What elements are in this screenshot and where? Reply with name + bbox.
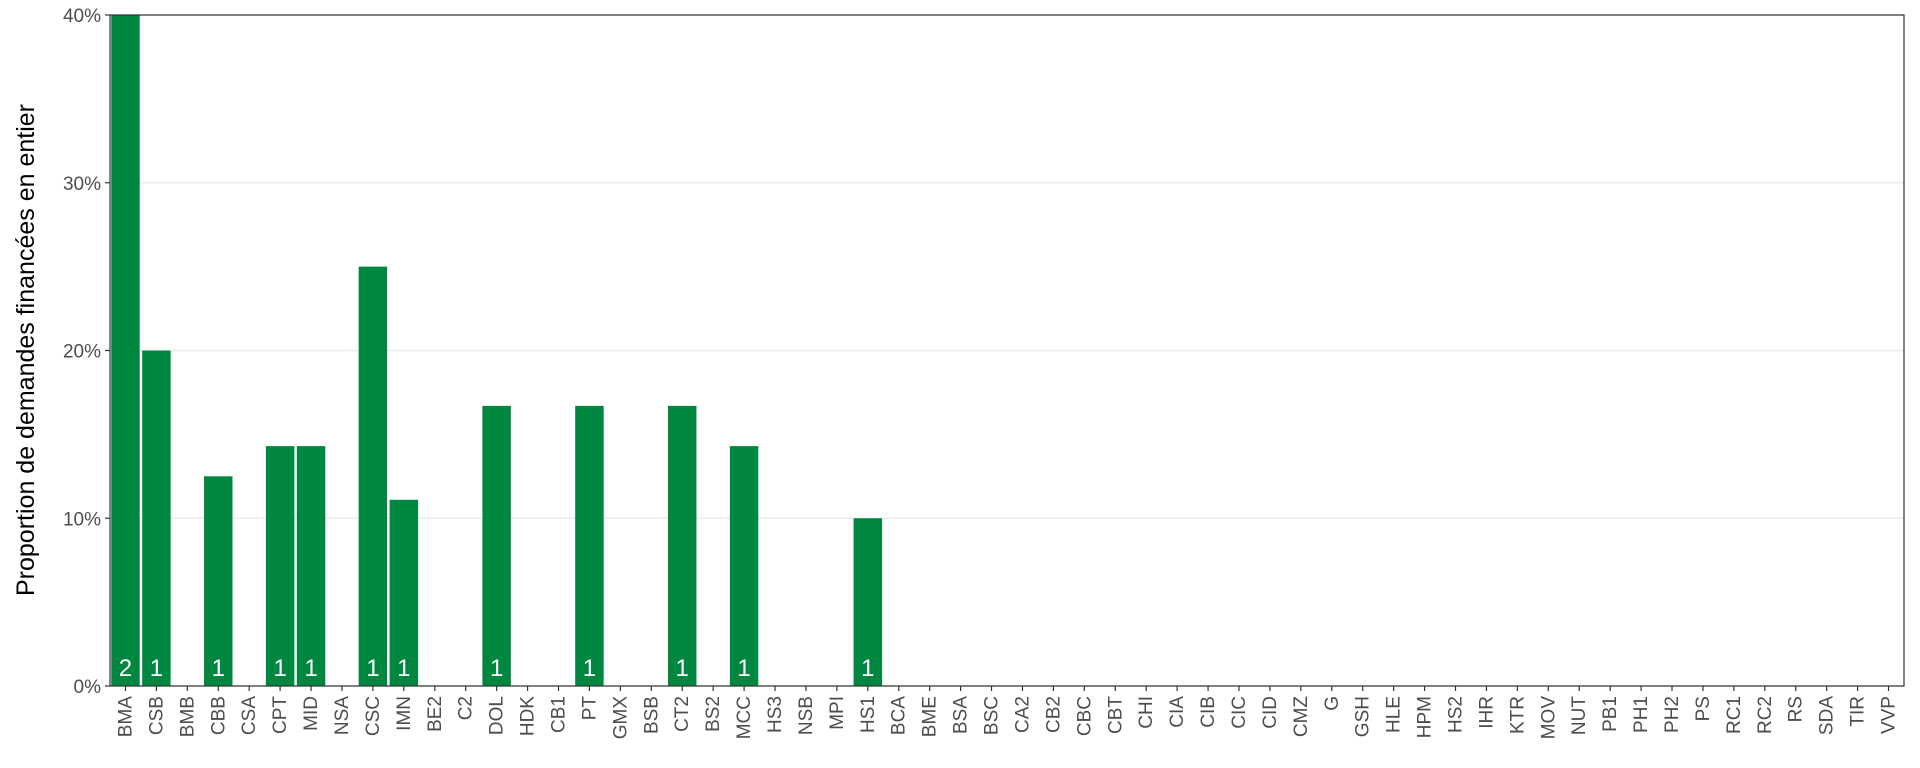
x-tick-label: CSB: [146, 696, 167, 735]
x-tick-label: C2: [456, 696, 477, 720]
data-label: 1: [397, 655, 410, 682]
x-tick-label: HDK: [518, 696, 539, 736]
x-tick-label: CID: [1260, 696, 1281, 729]
x-tick-label: GMX: [610, 696, 631, 740]
x-tick-label: HPM: [1415, 696, 1436, 738]
y-tick-label: 10%: [63, 509, 101, 530]
x-tick-label: BSA: [951, 696, 972, 734]
bar: [729, 446, 759, 686]
panel-border: [109, 14, 1905, 687]
x-tick-label: IHR: [1476, 696, 1497, 729]
y-tick-label: 0%: [74, 677, 102, 698]
x-tick-label: CA2: [1012, 696, 1033, 733]
data-label: 2: [119, 655, 132, 682]
x-tick-label: TIR: [1848, 696, 1869, 727]
x-tick-label: VVP: [1879, 696, 1900, 734]
data-label: 1: [676, 655, 689, 682]
x-tick-label: CMZ: [1291, 696, 1312, 738]
x-tick-label: MID: [301, 696, 322, 731]
x-tick-label: RS: [1786, 696, 1807, 722]
x-tick-label: HS2: [1446, 696, 1467, 733]
x-tick-label: PB1: [1600, 696, 1621, 732]
x-tick-label: MCC: [734, 696, 755, 739]
bar: [389, 499, 419, 686]
x-tick-label: PS: [1693, 696, 1714, 721]
bar: [111, 15, 140, 686]
x-tick-label: GSH: [1353, 696, 1374, 737]
x-tick-label: BE2: [425, 696, 446, 732]
x-tick-label: MPI: [827, 696, 848, 730]
x-tick-label: IMN: [394, 696, 415, 731]
y-tick-label: 40%: [63, 6, 101, 27]
x-tick-label: MOV: [1538, 696, 1559, 740]
bar: [575, 405, 604, 686]
x-tick-label: CBC: [1074, 696, 1095, 736]
x-tick-label: CB1: [549, 696, 570, 733]
x-tick-label: BMA: [115, 696, 136, 738]
data-label: 1: [490, 655, 503, 682]
data-label: 1: [150, 655, 163, 682]
bar: [358, 266, 388, 686]
y-tick-label: 20%: [63, 342, 101, 363]
x-tick-label: CHI: [1136, 696, 1157, 729]
bar: [204, 476, 233, 686]
x-tick-label: PH1: [1631, 696, 1652, 733]
x-tick-label: BSB: [641, 696, 662, 734]
data-label: 1: [583, 655, 596, 682]
x-tick-label: G: [1322, 696, 1343, 711]
x-tick-label: NUT: [1569, 696, 1590, 735]
data-label: 1: [273, 655, 286, 682]
x-tick-label: HS1: [858, 696, 879, 733]
x-tick-label: NSA: [332, 696, 353, 735]
bar: [296, 446, 326, 686]
x-tick-label: CBB: [208, 696, 229, 735]
x-tick-label: CIB: [1198, 696, 1219, 728]
bar: [482, 405, 511, 686]
x-tick-label: CT2: [672, 696, 693, 732]
data-label: 1: [304, 655, 317, 682]
x-tick-label: RC1: [1724, 696, 1745, 734]
y-tick-label: 30%: [63, 174, 101, 195]
bar: [853, 518, 883, 686]
x-tick-label: KTR: [1507, 696, 1528, 734]
x-tick-label: BMB: [177, 696, 198, 737]
x-tick-label: CSC: [363, 696, 384, 736]
x-tick-label: RC2: [1755, 696, 1776, 734]
bar: [265, 446, 295, 686]
x-tick-label: PT: [579, 696, 600, 721]
x-tick-label: BSC: [982, 696, 1003, 735]
x-tick-label: CSA: [239, 696, 260, 735]
x-tick-label: BS2: [703, 696, 724, 732]
bar: [142, 350, 171, 686]
x-tick-label: CIA: [1167, 696, 1188, 728]
x-tick-label: DOL: [487, 696, 508, 735]
bar: [667, 405, 697, 686]
x-tick-label: CPT: [270, 696, 291, 734]
data-label: 1: [737, 655, 750, 682]
x-tick-label: CIC: [1229, 696, 1250, 729]
x-tick-label: BME: [920, 696, 941, 737]
x-tick-label: HS3: [765, 696, 786, 733]
x-tick-label: SDA: [1817, 696, 1838, 735]
x-tick-label: BCA: [889, 696, 910, 735]
x-tick-label: HLE: [1384, 696, 1405, 733]
x-tick-label: CB2: [1043, 696, 1064, 733]
data-label: 1: [861, 655, 874, 682]
x-tick-label: PH2: [1662, 696, 1683, 733]
y-axis-title: Proportion de demandes financées en enti…: [12, 104, 40, 596]
x-tick-label: CBT: [1105, 696, 1126, 734]
x-tick-label: NSB: [796, 696, 817, 735]
data-label: 1: [366, 655, 379, 682]
data-label: 1: [212, 655, 225, 682]
